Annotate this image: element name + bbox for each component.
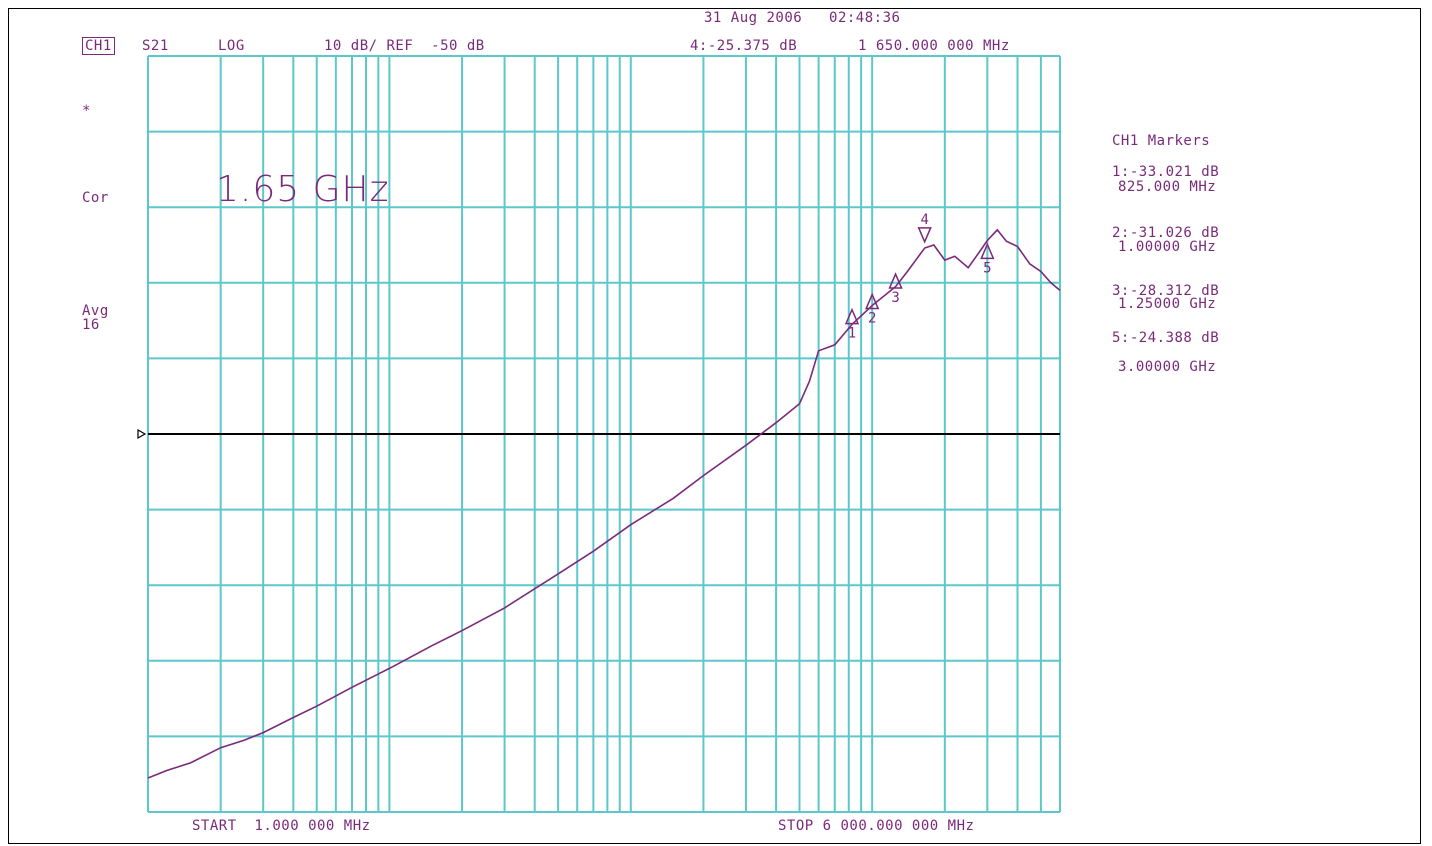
active-marker-frequency: 1 650.000 000 MHz — [858, 38, 1010, 54]
date-time: 31 Aug 2006 02:48:36 — [704, 11, 900, 26]
marker-number: 2 — [868, 311, 876, 327]
averaging-label: Avg — [82, 303, 109, 319]
channel-indicator: CH1 — [82, 37, 115, 55]
marker-panel-title: CH1 Markers — [1112, 133, 1211, 149]
parameter-label: S21 — [142, 38, 169, 54]
s21-trace — [147, 228, 1061, 779]
star-indicator: * — [82, 103, 91, 119]
marker-2-value: 2:-31.026 dB — [1112, 225, 1220, 241]
channel-label: CH1 — [82, 37, 115, 55]
reference-position-icon — [137, 428, 147, 440]
correction-status: Cor — [82, 190, 109, 206]
marker-5-frequency: 3.00000 GHz — [1118, 359, 1217, 375]
marker-triangle — [917, 227, 932, 244]
marker-3-value: 3:-28.312 dB — [1112, 283, 1220, 299]
start-frequency: START 1.000 000 MHz — [192, 818, 371, 834]
active-marker-value: 4:-25.375 dB — [690, 38, 798, 54]
marker-4-icon: 4 — [917, 212, 932, 244]
marker-number: 1 — [848, 326, 856, 342]
marker-number: 5 — [983, 260, 991, 276]
scale-ref-label: 10 dB/ REF -50 dB — [324, 38, 485, 54]
marker-1-icon: 1 — [844, 307, 860, 342]
time-text: 02:48:36 — [829, 10, 901, 26]
marker-triangle — [980, 242, 995, 260]
stop-frequency: STOP 6 000.000 000 MHz — [778, 818, 975, 834]
marker-5-value: 5:-24.388 dB — [1112, 330, 1220, 346]
marker-5-icon: 5 — [980, 242, 995, 276]
marker-number: 4 — [920, 212, 928, 228]
marker-group: 123 4 5 — [844, 212, 995, 342]
marker-triangle — [888, 272, 903, 289]
frequency-annotation: 1.65 GHz — [216, 169, 390, 210]
marker-triangle — [865, 292, 880, 310]
marker-1-value: 1:-33.021 dB — [1112, 164, 1220, 180]
marker-3-icon: 3 — [888, 272, 903, 306]
date-text: 31 Aug 2006 — [704, 10, 803, 26]
analyzer-display — [8, 8, 1421, 844]
marker-3-frequency: 1.25000 GHz — [1118, 296, 1217, 312]
marker-2-frequency: 1.00000 GHz — [1118, 239, 1217, 255]
marker-triangle — [844, 307, 860, 325]
format-label: LOG — [218, 38, 245, 54]
marker-number: 3 — [891, 290, 899, 306]
averaging-count: 16 — [82, 317, 100, 333]
marker-2-icon: 2 — [865, 292, 880, 327]
marker-1-frequency: 825.000 MHz — [1118, 179, 1217, 195]
